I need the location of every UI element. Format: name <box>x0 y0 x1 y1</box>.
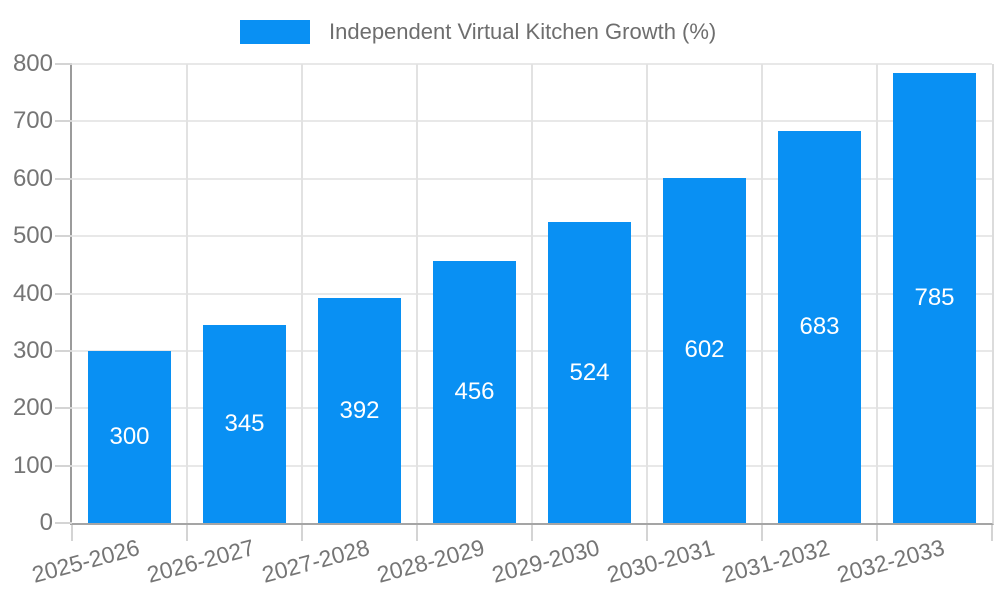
bar-2030-2031: 602 <box>663 177 746 523</box>
bar-value-label: 602 <box>684 336 725 364</box>
gridline-vertical <box>531 64 533 523</box>
bar-2031-2032: 683 <box>778 131 861 523</box>
y-axis-tick-label: 800 <box>12 50 53 77</box>
y-axis-tick-label: 300 <box>12 336 53 364</box>
y-axis-tick <box>55 235 72 238</box>
x-axis-tick <box>71 525 73 541</box>
x-axis-tick <box>531 525 533 541</box>
x-axis-tick <box>876 525 878 541</box>
bar-value-label: 785 <box>914 283 955 311</box>
legend-swatch <box>240 20 310 44</box>
gridline-vertical <box>646 64 648 523</box>
x-axis-tick-label: 2028-2029 <box>373 534 487 588</box>
bar-value-label: 300 <box>109 422 150 450</box>
bar-2025-2026: 300 <box>88 350 171 523</box>
y-axis-tick-label: 700 <box>12 107 53 135</box>
bar-value-label: 683 <box>799 313 840 341</box>
bar-2026-2027: 345 <box>203 325 286 523</box>
y-axis-tick-label: 200 <box>12 394 53 422</box>
y-axis-tick-label: 100 <box>12 451 53 479</box>
bar-value-label: 345 <box>224 410 265 438</box>
y-axis-tick <box>55 407 72 410</box>
gridline-vertical <box>186 64 188 523</box>
gridline-vertical <box>761 64 763 523</box>
x-axis-tick <box>301 525 303 541</box>
y-axis-tick-label: 0 <box>39 509 53 536</box>
x-axis-tick-label: 2032-2033 <box>833 534 947 588</box>
x-axis-tick-label: 2025-2026 <box>28 534 142 588</box>
x-axis-tick <box>991 525 993 541</box>
chart-legend: Independent Virtual Kitchen Growth (%) <box>240 19 716 45</box>
y-axis-tick <box>55 292 72 295</box>
bar-value-label: 392 <box>339 396 380 424</box>
x-axis-tick-label: 2029-2030 <box>488 534 602 588</box>
gridline-vertical <box>301 64 303 523</box>
x-axis-tick-label: 2031-2032 <box>718 534 832 588</box>
bar-value-label: 456 <box>454 378 495 406</box>
x-axis-tick <box>761 525 763 541</box>
y-axis-tick <box>55 120 72 123</box>
bar-2027-2028: 392 <box>318 298 401 523</box>
y-axis-tick <box>55 522 72 524</box>
x-axis-tick <box>646 525 648 541</box>
y-axis-tick-label: 500 <box>12 222 53 250</box>
y-axis-tick <box>55 349 72 352</box>
y-axis-tick-label: 400 <box>12 279 53 307</box>
x-axis-tick-label: 2027-2028 <box>258 534 372 588</box>
y-axis-tick <box>55 464 72 467</box>
x-axis-tick-label: 2026-2027 <box>143 534 257 588</box>
x-axis-tick <box>186 525 188 541</box>
bar-2028-2029: 456 <box>433 261 516 523</box>
x-axis-tick <box>416 525 418 541</box>
y-axis-tick <box>55 177 72 180</box>
y-axis-tick <box>55 63 72 65</box>
y-axis-tick-label: 600 <box>12 164 53 192</box>
plot-area: 300 345 392 456 524 602 683 785 <box>70 63 994 525</box>
x-axis-tick-label: 2030-2031 <box>603 534 717 588</box>
legend-label: Independent Virtual Kitchen Growth (%) <box>329 19 717 44</box>
gridline-vertical <box>876 64 878 523</box>
gridline-vertical <box>416 64 418 523</box>
bar-2032-2033: 785 <box>893 72 976 523</box>
bar-2029-2030: 524 <box>548 222 631 523</box>
bar-value-label: 524 <box>569 358 610 386</box>
